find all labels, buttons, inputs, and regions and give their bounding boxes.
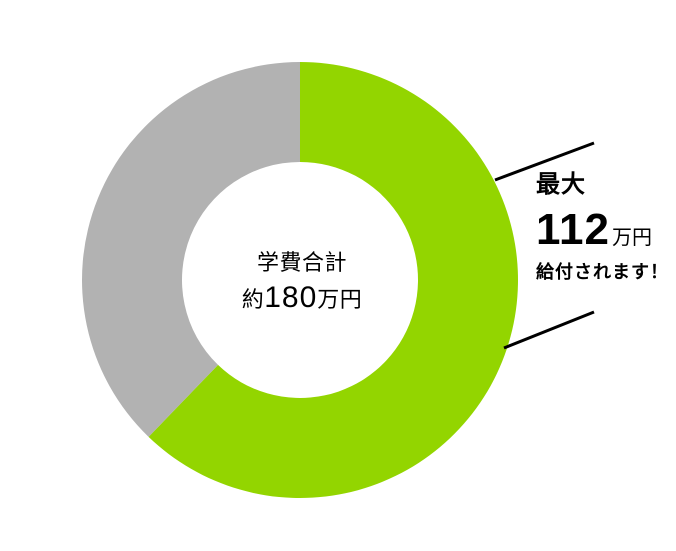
chart-stage: 学費合計 約180万円 最大 112万円 給付されます！ bbox=[0, 0, 676, 551]
callout-payout-text: 給付されます！ bbox=[536, 261, 669, 284]
callout-line-lower bbox=[504, 312, 594, 348]
center-line2-suffix: 万円 bbox=[317, 287, 362, 312]
center-label: 学費合計 約180万円 bbox=[232, 248, 372, 318]
callout-block: 最大 112万円 給付されます！ bbox=[536, 170, 669, 284]
center-line2-prefix: 約 bbox=[242, 287, 265, 312]
callout-amount: 112万円 bbox=[536, 202, 669, 257]
callout-max-label: 最大 bbox=[536, 170, 669, 200]
center-line2-number: 180 bbox=[264, 281, 317, 314]
center-line2: 約180万円 bbox=[232, 278, 372, 319]
center-line1: 学費合計 bbox=[232, 248, 372, 278]
callout-amount-unit: 万円 bbox=[612, 227, 652, 249]
callout-amount-number: 112 bbox=[536, 205, 610, 254]
